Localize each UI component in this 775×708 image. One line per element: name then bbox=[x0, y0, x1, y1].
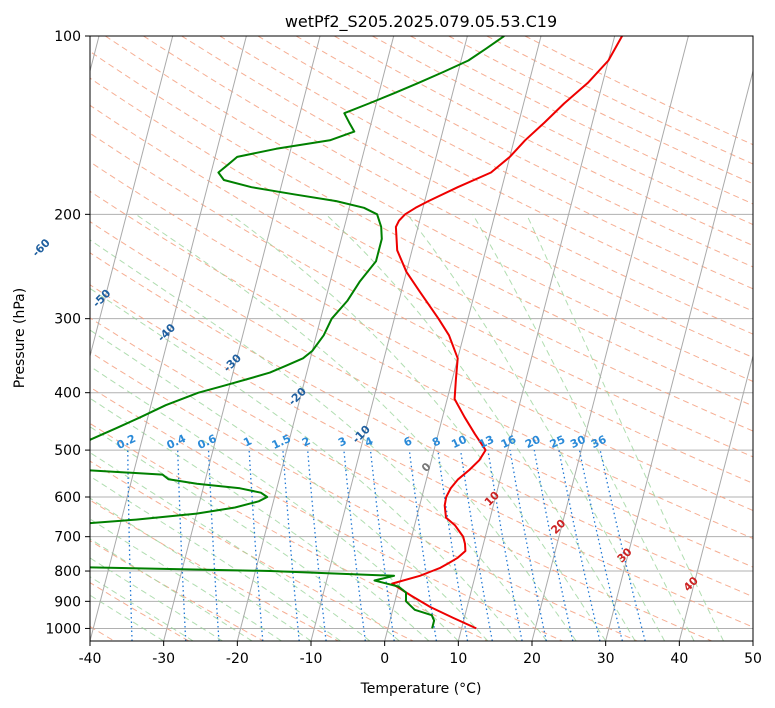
moist-adiabats bbox=[90, 213, 724, 641]
plot-frame bbox=[89, 35, 754, 642]
x-tick-label: 30 bbox=[597, 651, 615, 667]
dry-adiabat bbox=[90, 132, 753, 484]
moist-adiabat bbox=[90, 287, 518, 641]
dry-adiabat bbox=[90, 351, 638, 641]
mixing-ratio-line bbox=[437, 450, 469, 641]
y-tick-label: 500 bbox=[54, 443, 81, 459]
moist-adiabat-label: -60 bbox=[30, 236, 53, 259]
isotherm-line bbox=[90, 36, 247, 641]
x-tick-label: 10 bbox=[449, 651, 467, 667]
mixing-ratio-line bbox=[307, 450, 327, 641]
dewpoint-profile-line bbox=[90, 36, 505, 629]
isotherm-line bbox=[236, 36, 395, 641]
moist-adiabat bbox=[90, 452, 371, 641]
profile-series bbox=[90, 36, 623, 630]
dry-adiabat bbox=[181, 36, 753, 335]
isotherm-line bbox=[605, 68, 753, 641]
x-tick-label: 0 bbox=[380, 651, 389, 667]
y-tick-label: 1000 bbox=[45, 621, 81, 637]
moist-adiabat bbox=[90, 594, 164, 641]
y-tick-label: 800 bbox=[54, 564, 81, 580]
y-axis-ticks: 100 200 300 400 500 600 700 800 900 1000 bbox=[45, 29, 90, 637]
isotherm-line bbox=[678, 353, 753, 641]
isotherm-line bbox=[384, 36, 542, 641]
mixing-ratio-line bbox=[248, 450, 264, 641]
y-tick-label: 400 bbox=[54, 386, 81, 402]
plot-background bbox=[90, 36, 753, 641]
isotherm-line bbox=[310, 36, 468, 641]
x-tick-label: 20 bbox=[523, 651, 541, 667]
dry-adiabat bbox=[90, 386, 563, 641]
y-tick-label: 600 bbox=[54, 490, 81, 506]
moist-adiabat bbox=[526, 214, 724, 641]
mixing-ratio-line bbox=[343, 450, 366, 641]
mixing-ratio-label: 16 bbox=[499, 433, 519, 451]
dry-adiabat bbox=[90, 252, 753, 598]
x-tick-label: -30 bbox=[152, 651, 175, 667]
x-tick-label: -40 bbox=[79, 651, 102, 667]
isotherm-line bbox=[531, 36, 689, 641]
y-tick-label: 200 bbox=[54, 207, 81, 223]
mixing-ratio-line bbox=[487, 449, 523, 641]
x-tick-label: -10 bbox=[300, 651, 323, 667]
dry-adiabat bbox=[90, 161, 753, 512]
isotherm-line bbox=[90, 36, 174, 358]
mixing-ratio-label: 13 bbox=[477, 433, 496, 451]
mixing-ratio-line bbox=[207, 450, 220, 641]
dry-adiabats bbox=[90, 36, 753, 641]
dry-adiabat bbox=[143, 36, 753, 358]
mixing-ratio-line bbox=[177, 450, 187, 641]
x-axis-label: Temperature (°C) bbox=[360, 681, 482, 697]
y-axis-label: Pressure (hPa) bbox=[12, 288, 28, 388]
x-tick-label: 40 bbox=[670, 651, 688, 667]
chart-title: wetPf2_S205.2025.079.05.53.C19 bbox=[285, 12, 557, 32]
dry-adiabat bbox=[219, 36, 753, 312]
dry-adiabat bbox=[90, 104, 753, 458]
y-tick-label: 100 bbox=[54, 29, 81, 45]
dry-adiabat bbox=[90, 582, 190, 641]
moist-adiabat bbox=[90, 239, 548, 641]
dry-adiabat bbox=[90, 190, 753, 539]
dry-adiabat bbox=[90, 499, 339, 641]
moist-adiabat bbox=[90, 576, 194, 641]
x-tick-label: -20 bbox=[226, 651, 249, 667]
dry-adiabat bbox=[90, 77, 753, 432]
moist-adiabat bbox=[90, 497, 312, 641]
moist-adiabat bbox=[325, 213, 636, 641]
dry-adiabat bbox=[90, 50, 753, 407]
mixing-ratio-label: 25 bbox=[548, 433, 567, 451]
moist-adiabat bbox=[472, 214, 695, 641]
mixing-ratio-line bbox=[282, 450, 300, 641]
mixing-ratio-line bbox=[369, 450, 395, 641]
mixing-ratio-label: 30 bbox=[568, 433, 588, 451]
isotherm-line bbox=[457, 36, 616, 641]
moist-adiabat bbox=[406, 213, 666, 641]
isotherm-line bbox=[163, 36, 321, 641]
dry-adiabat bbox=[90, 284, 753, 628]
dry-adiabat bbox=[257, 36, 753, 290]
temperature-profile-line bbox=[391, 36, 623, 630]
isotherms bbox=[90, 36, 753, 641]
dry-adiabat bbox=[105, 36, 753, 382]
x-axis-ticks: -40 -30 -20 -10 0 10 20 30 40 50 bbox=[79, 641, 762, 667]
y-tick-label: 900 bbox=[54, 594, 81, 610]
moist-adiabat bbox=[135, 213, 577, 641]
x-tick-label: 50 bbox=[744, 651, 762, 667]
moist-adiabat bbox=[90, 475, 341, 641]
mixing-ratio-label: 10 bbox=[449, 433, 469, 451]
isotherm-line bbox=[752, 639, 753, 641]
moist-adiabat bbox=[90, 365, 459, 641]
mixing-ratio-line bbox=[459, 450, 493, 641]
mixing-ratio-line bbox=[127, 450, 133, 641]
moist-adiabat bbox=[90, 557, 223, 641]
y-tick-label: 300 bbox=[54, 312, 81, 328]
mixing-ratio-label: 20 bbox=[523, 433, 543, 451]
y-tick-label: 700 bbox=[54, 530, 81, 546]
moist-adiabat bbox=[230, 213, 607, 641]
mixing-ratio-label: 36 bbox=[589, 433, 609, 451]
